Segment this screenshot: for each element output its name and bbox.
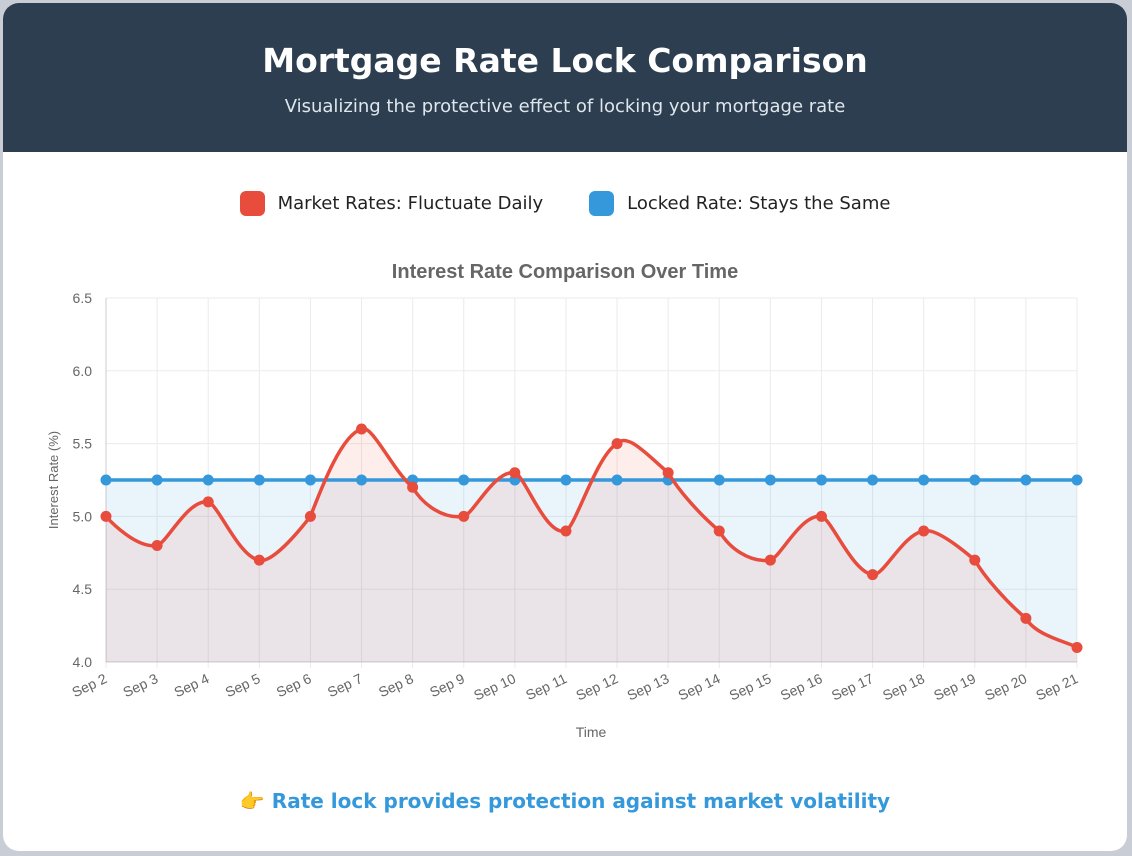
data-point-market	[1020, 612, 1032, 624]
data-point-market	[560, 525, 572, 537]
legend-item-market[interactable]: Market Rates: Fluctuate Daily	[239, 191, 544, 216]
data-point-locked	[764, 474, 776, 486]
footer-text: Rate lock provides protection against ma…	[271, 789, 891, 813]
data-point-market	[815, 510, 827, 522]
data-point-market	[713, 525, 725, 537]
x-tick-label: Sep 12	[573, 670, 620, 703]
y-tick-label: 6.0	[73, 363, 93, 379]
x-tick-label: Sep 21	[1033, 670, 1080, 703]
x-tick-label: Sep 5	[223, 670, 263, 700]
page-subtitle: Visualizing the protective effect of loc…	[284, 96, 846, 117]
footer-note: 👉 Rate lock provides protection against …	[3, 789, 1127, 813]
data-point-locked	[560, 474, 572, 486]
data-point-locked	[918, 474, 930, 486]
x-tick-label: Sep 11	[523, 670, 569, 703]
data-point-locked	[969, 474, 981, 486]
data-point-locked	[611, 474, 623, 486]
data-point-market	[764, 554, 776, 566]
data-point-market	[509, 467, 521, 479]
x-tick-label: Sep 10	[471, 670, 518, 703]
data-point-market	[202, 496, 214, 508]
area-fill-locked	[106, 480, 1077, 662]
data-point-market	[458, 510, 470, 522]
chart-title: Interest Rate Comparison Over Time	[392, 261, 738, 283]
legend: Market Rates: Fluctuate Daily Locked Rat…	[3, 191, 1127, 216]
legend-swatch-locked	[589, 191, 615, 216]
x-tick-label: Sep 13	[624, 670, 671, 703]
data-point-locked	[1020, 474, 1032, 486]
data-point-locked	[202, 474, 214, 486]
x-tick-label: Sep 20	[982, 670, 1029, 703]
y-tick-label: 5.0	[73, 508, 93, 524]
data-point-market	[253, 554, 265, 566]
data-point-locked	[867, 474, 879, 486]
y-tick-label: 4.5	[73, 581, 93, 597]
pointing-hand-icon: 👉	[239, 789, 265, 813]
x-tick-label: Sep 3	[120, 670, 160, 700]
header: Mortgage Rate Lock Comparison Visualizin…	[3, 3, 1127, 152]
data-point-market	[1071, 641, 1083, 653]
x-tick-label: Sep 14	[676, 670, 723, 703]
x-tick-label: Sep 17	[829, 670, 876, 703]
data-point-market	[969, 554, 981, 566]
x-tick-label: Sep 8	[376, 670, 416, 700]
y-tick-label: 4.0	[73, 654, 93, 670]
y-axis-label: Interest Rate (%)	[46, 431, 61, 529]
data-point-locked	[815, 474, 827, 486]
chart-card: Mortgage Rate Lock Comparison Visualizin…	[3, 3, 1127, 851]
data-point-locked	[356, 474, 368, 486]
legend-label: Market Rates: Fluctuate Daily	[277, 193, 544, 214]
x-tick-label: Sep 9	[427, 670, 467, 700]
data-point-locked	[100, 474, 112, 486]
x-tick-label: Sep 4	[172, 670, 212, 700]
legend-item-locked[interactable]: Locked Rate: Stays the Same	[589, 191, 890, 216]
x-tick-label: Sep 16	[778, 670, 825, 703]
data-point-market	[407, 481, 419, 493]
data-point-locked	[304, 474, 316, 486]
data-point-locked	[1071, 474, 1083, 486]
data-point-locked	[151, 474, 163, 486]
x-tick-label: Sep 2	[69, 670, 109, 700]
x-tick-label: Sep 7	[325, 670, 365, 700]
data-point-locked	[458, 474, 470, 486]
data-point-market	[918, 525, 930, 537]
y-tick-label: 5.5	[73, 436, 93, 452]
x-axis-label: Time	[576, 724, 607, 740]
x-tick-label: Sep 19	[931, 670, 978, 703]
data-point-locked	[713, 474, 725, 486]
data-point-market	[867, 569, 879, 581]
data-point-locked	[253, 474, 265, 486]
page-title: Mortgage Rate Lock Comparison	[262, 41, 868, 80]
x-tick-label: Sep 15	[727, 670, 774, 703]
y-tick-label: 6.5	[73, 290, 93, 306]
data-point-market	[304, 510, 316, 522]
data-point-market	[151, 540, 163, 552]
legend-swatch-market	[239, 191, 265, 216]
legend-label: Locked Rate: Stays the Same	[627, 193, 891, 214]
data-point-market	[100, 510, 112, 522]
data-point-market	[611, 438, 623, 450]
x-tick-label: Sep 6	[274, 670, 314, 700]
data-point-market	[662, 467, 674, 479]
data-point-market	[356, 423, 368, 435]
area-fill-market	[106, 428, 1077, 662]
x-tick-label: Sep 18	[880, 670, 927, 703]
